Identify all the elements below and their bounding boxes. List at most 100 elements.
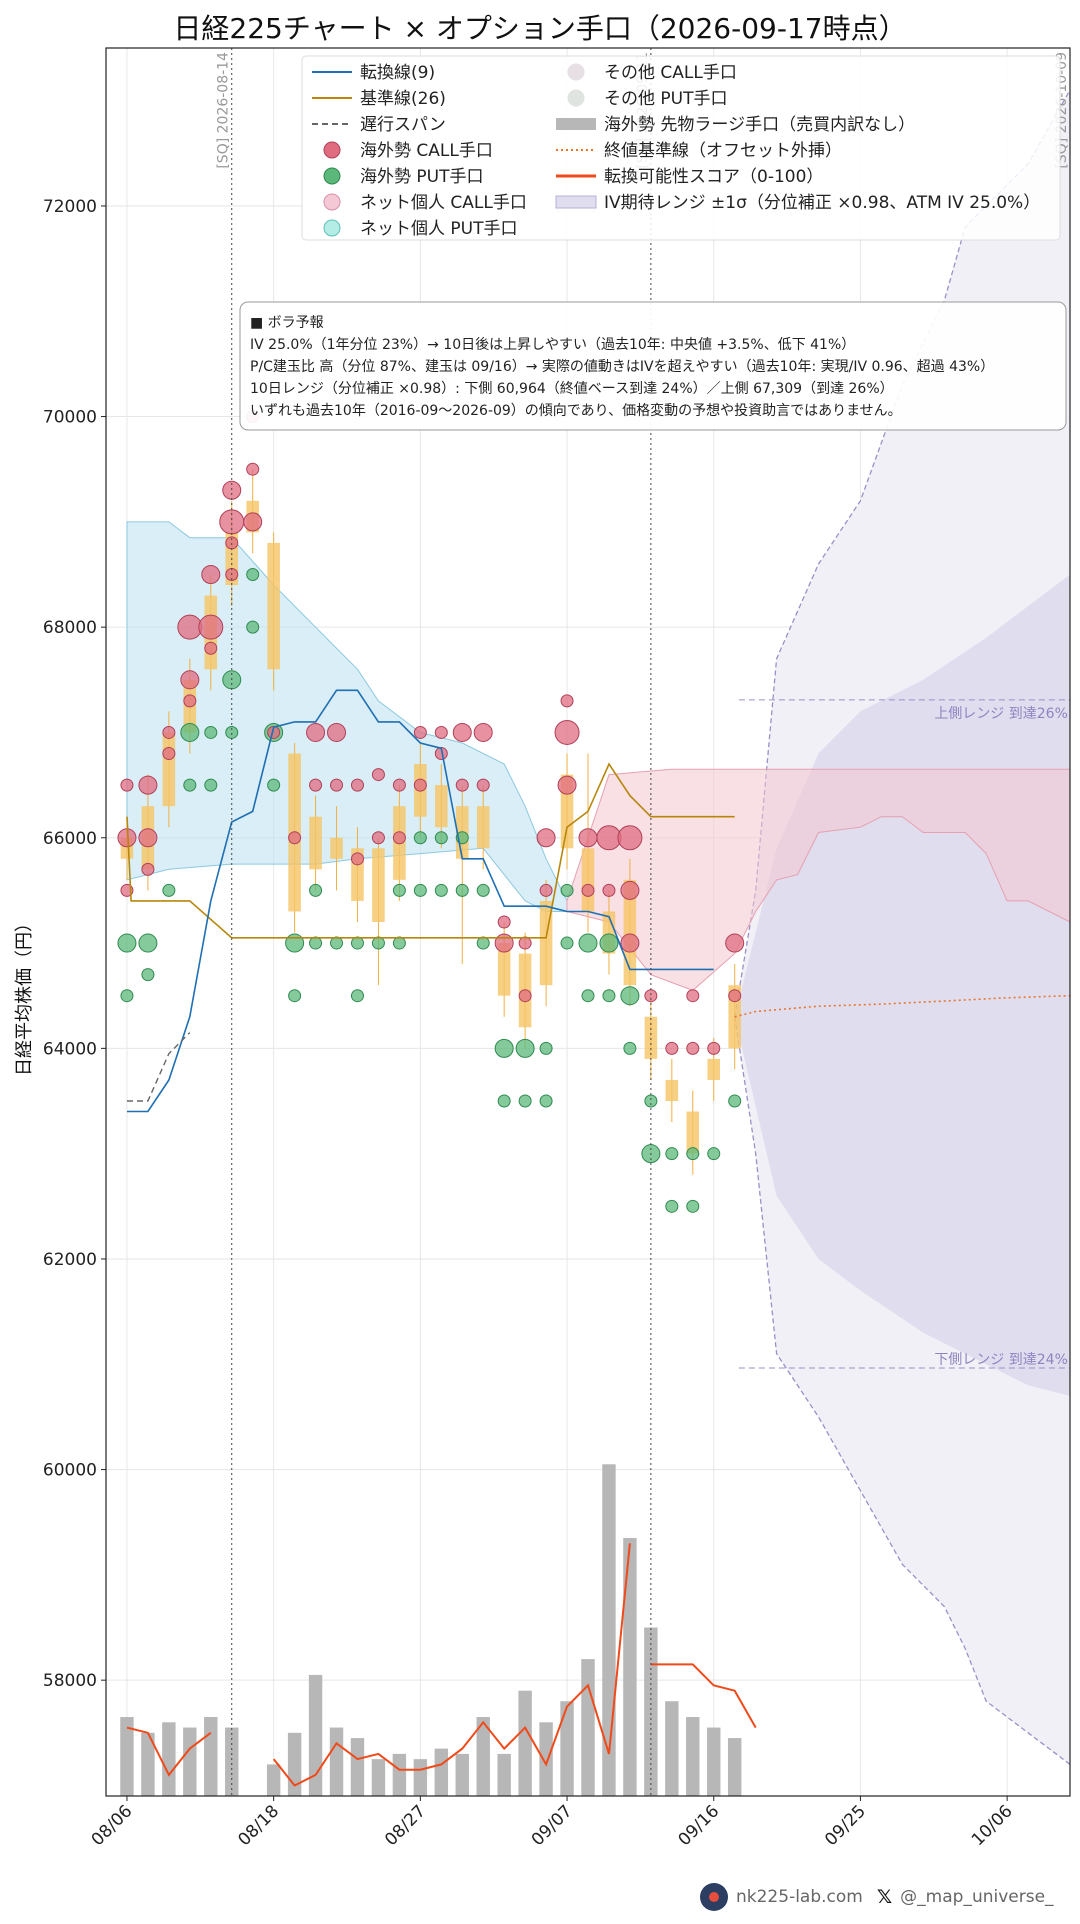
info-box-line: 10日レンジ（分位補正 ×0.98）: 下側 60,964（終値ベース到達 24…	[250, 381, 894, 397]
put-bubble	[330, 936, 344, 950]
site-link[interactable]: nk225-lab.com	[736, 1887, 863, 1907]
legend-marker	[555, 195, 597, 209]
put-bubble	[288, 989, 302, 1003]
put-bubble	[246, 620, 260, 634]
call-bubble	[686, 1041, 700, 1055]
put-bubble	[602, 989, 616, 1003]
call-bubble	[180, 670, 200, 690]
futures-bar	[141, 1732, 155, 1796]
legend-label: ネット個人 CALL手口	[360, 193, 527, 213]
call-bubble	[596, 825, 622, 851]
put-bubble	[620, 986, 640, 1006]
forward-close-line	[734, 994, 1071, 1018]
legend-marker	[567, 63, 585, 81]
y-tick-label: 64000	[43, 1039, 97, 1059]
candle-body	[309, 816, 322, 870]
call-bubble	[455, 778, 469, 792]
legend-label: その他 PUT手口	[604, 89, 727, 109]
put-bubble	[518, 1094, 532, 1108]
x-tick-label: 09/16	[674, 1801, 723, 1850]
legend-label: 転換線(9)	[360, 63, 435, 83]
call-bubble	[725, 933, 745, 953]
call-bubble	[434, 725, 448, 739]
candle-body	[476, 806, 490, 849]
put-bubble	[476, 883, 490, 897]
iv-band-lower-line	[734, 1016, 1071, 1765]
call-bubble	[413, 778, 427, 792]
candle-body	[162, 732, 176, 807]
call-bubble	[327, 722, 347, 742]
call-bubble	[476, 778, 490, 792]
call-bubble	[473, 722, 493, 742]
futures-bar	[497, 1753, 511, 1796]
put-bubble	[350, 936, 364, 950]
legend-marker	[323, 219, 341, 237]
call-bubble	[162, 725, 176, 739]
futures-bar	[162, 1722, 176, 1796]
candle-body	[372, 848, 385, 922]
candle-body	[707, 1058, 721, 1080]
info-box-frame	[239, 301, 1067, 431]
y-tick-label: 66000	[43, 829, 97, 849]
candle-body	[330, 837, 343, 859]
put-bubble	[578, 933, 598, 953]
call-bubble	[518, 989, 532, 1003]
call-bubble	[413, 725, 427, 739]
option-bubbles	[117, 410, 745, 1213]
call-bubble	[578, 828, 598, 848]
futures-bar	[665, 1701, 679, 1796]
call-bubble	[177, 614, 203, 640]
candle-body	[435, 785, 448, 828]
call-bubble	[246, 462, 260, 476]
candle-body	[267, 542, 280, 670]
put-bubble	[413, 883, 427, 897]
x-logo-icon: 𝕏	[876, 1886, 893, 1908]
call-bubble	[602, 883, 616, 897]
call-bubble	[350, 852, 364, 866]
legend-label: ネット個人 PUT手口	[360, 219, 517, 239]
put-bubble	[560, 936, 574, 950]
legend-label: IV期待レンジ ±1σ（分位補正 ×0.98、ATM IV 25.0%）	[604, 193, 1040, 213]
plot-frame	[105, 47, 1071, 1797]
call-bubble	[371, 831, 385, 845]
legend-marker	[556, 118, 596, 130]
info-box-line: ■ ボラ予報	[250, 315, 324, 331]
futures-bar	[581, 1659, 595, 1796]
legend-marker	[567, 89, 585, 107]
vola-forecast-box: ■ ボラ予報 IV 25.0%（1年分位 23%）→ 10日後は上昇しやすい（過去…	[239, 301, 1067, 431]
call-bubble	[306, 722, 326, 742]
put-bubble	[392, 883, 406, 897]
y-tick-label: 60000	[43, 1461, 97, 1481]
futures-bar	[225, 1727, 239, 1796]
call-bubble	[620, 933, 640, 953]
chikou-line	[127, 1032, 191, 1102]
x-handle[interactable]: @_map_universe_	[900, 1887, 1054, 1907]
legend-label: 終値基準線（オフセット外挿）	[604, 141, 842, 161]
put-bubble	[539, 1094, 553, 1108]
put-bubble	[494, 1038, 514, 1058]
futures-bar	[707, 1727, 721, 1796]
call-bubble	[686, 989, 700, 1003]
futures-bar	[371, 1759, 386, 1796]
put-bubble	[309, 883, 323, 897]
legend-marker	[323, 167, 341, 185]
call-bubble	[288, 831, 302, 845]
tenkan-line	[127, 689, 714, 1113]
futures-bar	[183, 1727, 197, 1796]
call-bubble	[620, 880, 640, 900]
put-bubble	[644, 1094, 658, 1108]
put-bubble	[117, 933, 137, 953]
call-bubble	[350, 778, 364, 792]
futures-bar	[476, 1717, 490, 1796]
x-tick-label: 08/06	[88, 1801, 137, 1850]
legend-frame	[301, 55, 1061, 241]
futures-bar	[539, 1722, 553, 1796]
put-bubble	[539, 1041, 553, 1055]
y-tick-label: 70000	[43, 408, 97, 428]
score-line	[126, 1726, 212, 1777]
info-box-line: P/C建玉比 高（分位 87%、建玉は 09/16）→ 実際の値動きはIVを超え…	[250, 358, 994, 375]
put-bubble	[665, 1147, 679, 1161]
put-bubble	[686, 1199, 700, 1213]
put-bubble	[141, 968, 155, 982]
